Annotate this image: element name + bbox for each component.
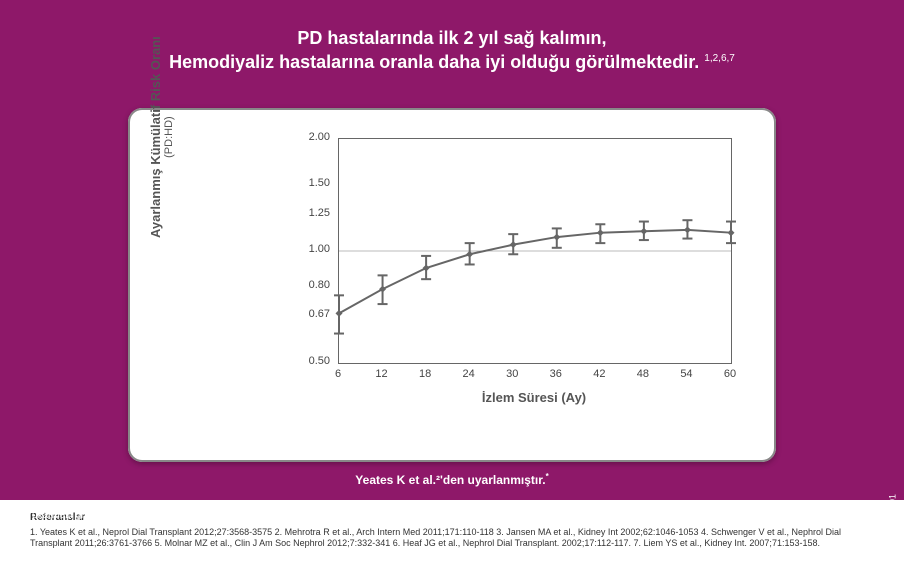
x-axis-label: İzlem Süresi (Ay)	[338, 390, 730, 405]
slide-background: PD hastalarında ilk 2 yıl sağ kalımın, H…	[0, 0, 904, 500]
x-tick-label: 60	[715, 368, 745, 380]
x-tick-label: 42	[584, 368, 614, 380]
caption-sup: *	[546, 472, 549, 481]
y-tick-label: 1.25	[290, 207, 330, 219]
title-line2: Hemodiyaliz hastalarına oranla daha iyi …	[169, 52, 699, 72]
x-tick-label: 24	[454, 368, 484, 380]
chart-caption: Yeates K et al.²'den uyarlanmıştır.*	[0, 472, 904, 487]
references: Referanslar 1. Yeates K et al., Neprol D…	[0, 500, 904, 549]
y-axis-label: Ayarlanmış Kümülatif Risk Oranı (PD:HD)	[148, 36, 175, 238]
footnote: *Yukarıdaki grafik, 1991-1995, 1996-2000…	[22, 510, 595, 521]
chart-container: Ayarlanmış Kümülatif Risk Oranı (PD:HD) …	[128, 108, 776, 462]
y-tick-label: 1.50	[290, 177, 330, 189]
y-tick-label: 1.00	[290, 243, 330, 255]
plot-area	[338, 138, 732, 364]
y-axis-label-main: Ayarlanmış Kümülatif Risk Oranı	[148, 36, 163, 238]
y-tick-label: 2.00	[290, 131, 330, 143]
x-tick-label: 30	[497, 368, 527, 380]
x-tick-label: 18	[410, 368, 440, 380]
y-tick-label: 0.50	[290, 355, 330, 367]
chart-svg	[339, 139, 731, 363]
title-ref-superscript: 1,2,6,7	[704, 53, 735, 64]
title-line1: PD hastalarında ilk 2 yıl sağ kalımın,	[297, 28, 606, 48]
slide-title: PD hastalarında ilk 2 yıl sağ kalımın, H…	[0, 0, 904, 75]
x-tick-label: 48	[628, 368, 658, 380]
side-code: R-13-291	[888, 494, 898, 532]
y-axis-label-sub: (PD:HD)	[163, 36, 175, 238]
references-body: 1. Yeates K et al., Neprol Dial Transpla…	[30, 527, 874, 550]
caption-text: Yeates K et al.²'den uyarlanmıştır.	[355, 473, 545, 487]
y-tick-label: 0.80	[290, 279, 330, 291]
x-tick-label: 36	[541, 368, 571, 380]
x-tick-label: 6	[323, 368, 353, 380]
y-tick-label: 0.67	[290, 308, 330, 320]
x-tick-label: 54	[671, 368, 701, 380]
x-tick-label: 12	[367, 368, 397, 380]
